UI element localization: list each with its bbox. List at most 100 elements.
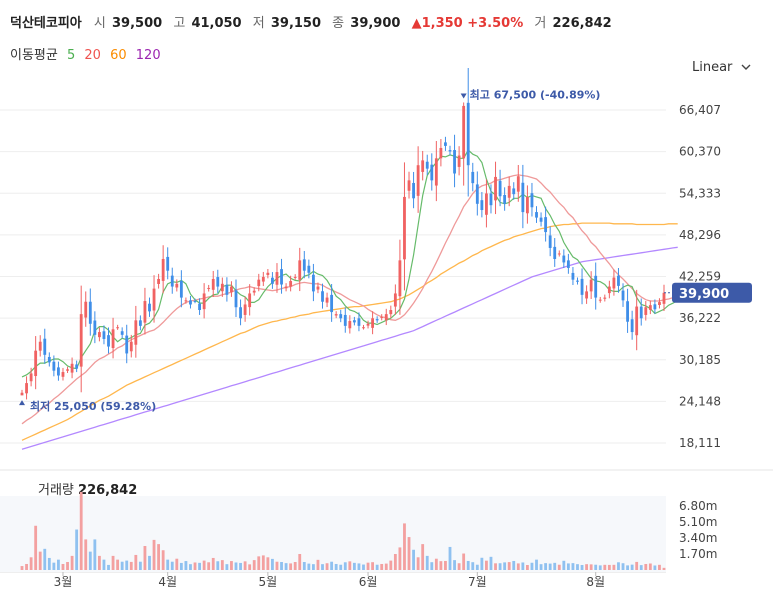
candle <box>20 392 24 396</box>
open-value: 39,500 <box>112 16 163 31</box>
volume-bar <box>521 562 525 570</box>
candle <box>398 260 402 297</box>
candle <box>357 318 361 326</box>
time-tick-label: 6월 <box>359 575 378 589</box>
candle <box>462 105 466 159</box>
candle <box>57 367 60 376</box>
candle <box>403 196 406 260</box>
volume-bar <box>289 563 293 570</box>
volume-bar <box>339 564 343 570</box>
candle <box>594 275 598 298</box>
low-label: 저 <box>252 16 265 31</box>
volume-bar <box>512 560 516 570</box>
volume-bar <box>211 557 215 570</box>
volume-bar <box>97 555 101 570</box>
volume-bar <box>380 563 384 570</box>
candle <box>334 314 338 316</box>
candle <box>407 180 411 191</box>
candle <box>152 288 156 311</box>
volume-bar <box>280 562 283 570</box>
volume-bar <box>471 562 475 570</box>
volume-bar <box>307 563 311 570</box>
volume-bar <box>457 563 461 570</box>
candle <box>211 278 215 290</box>
candle <box>107 335 110 347</box>
candle <box>617 275 620 286</box>
candle <box>129 341 133 352</box>
scale-selector[interactable]: Linear <box>692 60 751 75</box>
candle <box>148 303 151 312</box>
volume-bar <box>248 564 252 570</box>
time-tick-label: 3월 <box>54 575 73 589</box>
current-price-tag <box>672 282 752 303</box>
candle <box>161 258 165 281</box>
candle <box>571 272 575 280</box>
volume-bar <box>480 557 484 570</box>
ma-legend-20[interactable]: 20 <box>84 48 101 63</box>
time-tick-label: 5월 <box>259 575 278 589</box>
volume-bar <box>284 563 288 570</box>
candle <box>589 279 593 292</box>
candle <box>25 383 28 394</box>
volume-panel-value: 226,842 <box>78 483 138 498</box>
candle <box>603 297 607 299</box>
volume-bar <box>266 557 270 570</box>
candle <box>507 185 511 198</box>
volume-bar <box>357 563 361 570</box>
ma-legend-5[interactable]: 5 <box>66 48 76 63</box>
volume-bar <box>644 563 648 570</box>
volume-value: 226,842 <box>552 16 612 31</box>
low-value: 39,150 <box>270 16 322 31</box>
volume-bar <box>535 559 538 570</box>
candle <box>61 372 65 377</box>
volume-bar <box>52 562 56 570</box>
candle <box>375 319 379 321</box>
candle <box>485 193 488 215</box>
candle <box>562 255 566 263</box>
volume-bar <box>207 562 211 570</box>
candle <box>635 306 639 336</box>
ma-legend-120[interactable]: 120 <box>135 48 161 63</box>
ma-legend-60[interactable]: 60 <box>110 48 127 63</box>
candle <box>230 286 233 293</box>
volume-bar <box>43 548 47 570</box>
candle <box>157 278 161 284</box>
volume-bar <box>635 561 639 570</box>
candle <box>366 323 370 326</box>
volume-bar <box>216 561 220 570</box>
volume-bar <box>79 491 83 570</box>
volume-bar <box>252 560 256 570</box>
volume-bar <box>138 561 142 570</box>
candle <box>348 321 352 329</box>
candle <box>138 320 142 326</box>
volume-bar <box>189 564 192 570</box>
candle <box>220 283 224 292</box>
candle <box>430 164 434 181</box>
candle <box>598 299 602 301</box>
candle <box>84 301 88 318</box>
volume-bar <box>544 563 548 570</box>
volume-tick-label: 6.80m <box>679 499 717 513</box>
volume-bar <box>653 565 657 570</box>
volume-bar <box>88 551 92 570</box>
volume-bar <box>298 554 302 570</box>
candle <box>380 316 384 318</box>
volume-bar <box>193 562 197 570</box>
candle <box>448 150 452 152</box>
volume-bar <box>389 560 393 570</box>
volume-bar <box>107 564 110 570</box>
volume-bar <box>617 562 620 570</box>
volume-bar <box>148 555 151 570</box>
candle <box>257 279 261 287</box>
time-tick-label: 8월 <box>586 575 605 589</box>
high-marker-icon <box>460 93 467 99</box>
candle <box>252 290 256 293</box>
volume-bar <box>430 562 434 570</box>
volume-bar <box>407 537 411 570</box>
volume-bar <box>316 559 320 570</box>
volume-bar <box>225 564 229 570</box>
volume-bar <box>334 563 338 570</box>
volume-bar <box>116 559 120 570</box>
candle <box>343 314 347 326</box>
